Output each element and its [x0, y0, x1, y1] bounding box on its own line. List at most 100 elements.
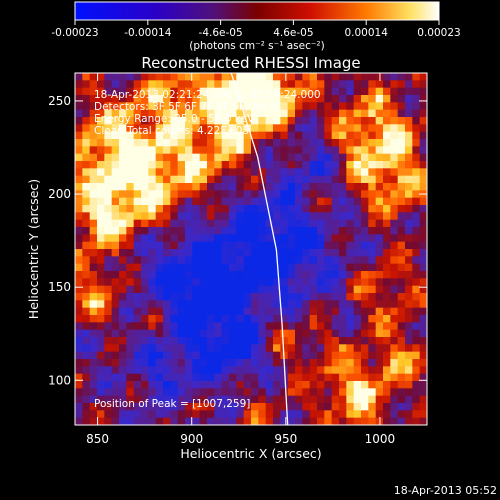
- heatmap-cell: [126, 403, 135, 411]
- heatmap-cell: [390, 359, 399, 367]
- heatmap-cell: [331, 351, 340, 360]
- heatmap-cell: [383, 381, 391, 389]
- heatmap-cell: [419, 175, 427, 184]
- heatmap-cell: [185, 329, 193, 338]
- heatmap-cell: [126, 219, 135, 228]
- heatmap-cell: [243, 183, 252, 191]
- heatmap-cell: [412, 381, 421, 389]
- heatmap-cell: [383, 168, 391, 177]
- heatmap-cell: [155, 197, 164, 206]
- heatmap-cell: [111, 146, 120, 155]
- heatmap-cell: [390, 109, 399, 118]
- heatmap-cell: [177, 315, 186, 323]
- heatmap-cell: [331, 146, 340, 155]
- heatmap-cell: [302, 307, 311, 316]
- heatmap-cell: [383, 131, 391, 140]
- heatmap-cell: [295, 278, 303, 287]
- heatmap-cell: [192, 403, 201, 411]
- heatmap-cell: [126, 366, 135, 375]
- heatmap-cell: [295, 139, 303, 147]
- heatmap-cell: [295, 219, 303, 228]
- heatmap-cell: [214, 131, 223, 140]
- heatmap-cell: [368, 212, 377, 221]
- heatmap-cell: [82, 102, 91, 111]
- heatmap-cell: [273, 285, 281, 294]
- heatmap-cell: [126, 183, 135, 191]
- heatmap-cell: [353, 417, 362, 425]
- heatmap-cell: [397, 205, 406, 213]
- heatmap-cell: [221, 278, 230, 287]
- heatmap-cell: [383, 139, 391, 147]
- heatmap-cell: [258, 329, 267, 338]
- heatmap-cell: [170, 161, 179, 169]
- heatmap-cell: [97, 381, 105, 389]
- heatmap-cell: [133, 139, 142, 147]
- heatmap-cell: [302, 131, 311, 140]
- heatmap-cell: [192, 300, 201, 309]
- heatmap-cell: [339, 249, 347, 257]
- heatmap-cell: [317, 351, 325, 360]
- heatmap-cell: [111, 256, 120, 265]
- heatmap-cell: [163, 124, 171, 133]
- heatmap-cell: [317, 153, 325, 162]
- heatmap-cell: [273, 73, 281, 81]
- heatmap-cell: [163, 337, 171, 345]
- heatmap-cell: [141, 80, 149, 89]
- heatmap-cell: [412, 102, 421, 111]
- heatmap-cell: [170, 359, 179, 367]
- heatmap-cell: [251, 161, 259, 169]
- heatmap-cell: [390, 249, 399, 257]
- heatmap-cell: [339, 190, 347, 199]
- heatmap-cell: [295, 410, 303, 419]
- heatmap-cell: [163, 73, 171, 81]
- heatmap-cell: [251, 241, 259, 250]
- heatmap-cell: [258, 117, 267, 125]
- heatmap-cell: [155, 410, 164, 419]
- heatmap-cell: [89, 359, 98, 367]
- heatmap-cell: [405, 359, 413, 367]
- heatmap-cell: [243, 153, 252, 162]
- heatmap-cell: [111, 388, 120, 397]
- heatmap-cell: [368, 117, 377, 125]
- heatmap-cell: [243, 329, 252, 338]
- heatmap-cell: [170, 395, 179, 404]
- heatmap-cell: [133, 373, 142, 382]
- heatmap-cell: [251, 227, 259, 235]
- heatmap-cell: [302, 197, 311, 206]
- heatmap-cell: [324, 139, 333, 147]
- heatmap-cell: [155, 109, 164, 118]
- heatmap-cell: [177, 410, 186, 419]
- heatmap-cell: [119, 190, 127, 199]
- heatmap-cell: [111, 197, 120, 206]
- heatmap-cell: [412, 351, 421, 360]
- heatmap-cell: [170, 146, 179, 155]
- heatmap-cell: [221, 322, 230, 331]
- heatmap-cell: [207, 95, 215, 103]
- heatmap-cell: [397, 87, 406, 96]
- heatmap-cell: [265, 329, 274, 338]
- heatmap-cell: [177, 109, 186, 118]
- heatmap-cell: [111, 205, 120, 213]
- heatmap-cell: [287, 102, 296, 111]
- heatmap-cell: [397, 403, 406, 411]
- heatmap-cell: [280, 307, 289, 316]
- heatmap-cell: [170, 403, 179, 411]
- heatmap-cell: [295, 183, 303, 191]
- heatmap-cell: [353, 197, 362, 206]
- heatmap-cell: [339, 197, 347, 206]
- heatmap-cell: [397, 219, 406, 228]
- heatmap-cell: [419, 87, 427, 96]
- heatmap-cell: [346, 190, 355, 199]
- heatmap-cell: [287, 285, 296, 294]
- heatmap-cell: [419, 417, 427, 425]
- heatmap-cell: [229, 278, 237, 287]
- heatmap-cell: [324, 80, 333, 89]
- heatmap-cell: [258, 381, 267, 389]
- heatmap-cell: [375, 256, 384, 265]
- heatmap-cell: [75, 293, 83, 301]
- heatmap-cell: [287, 410, 296, 419]
- heatmap-cell: [119, 205, 127, 213]
- heatmap-cell: [324, 307, 333, 316]
- heatmap-cell: [339, 219, 347, 228]
- heatmap-cell: [214, 337, 223, 345]
